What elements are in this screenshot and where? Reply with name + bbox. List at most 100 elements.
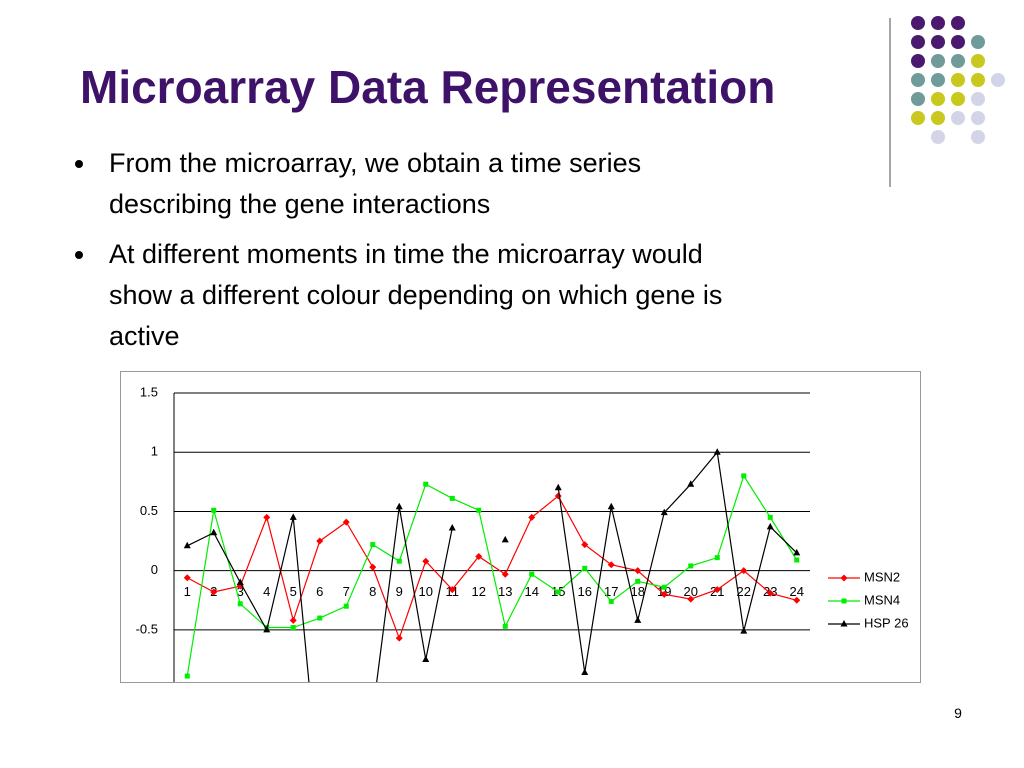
marker	[263, 513, 271, 521]
marker	[607, 502, 615, 510]
dot	[951, 54, 965, 68]
dot	[911, 73, 925, 87]
dot	[931, 16, 945, 30]
marker	[342, 518, 350, 526]
bullet-text: describing the gene interactions	[109, 189, 490, 219]
marker	[501, 535, 509, 543]
x-tick-label: 24	[790, 584, 804, 599]
marker	[343, 603, 349, 609]
marker	[635, 578, 641, 584]
series-line	[186, 495, 797, 640]
marker	[528, 513, 536, 521]
page-number: 9	[954, 705, 962, 721]
marker	[634, 616, 642, 623]
dot	[911, 54, 925, 68]
bullet	[75, 160, 83, 168]
x-tick-label: 1	[184, 584, 191, 599]
marker	[210, 588, 218, 596]
x-tick-label: 14	[525, 584, 539, 599]
x-tick-label: 3	[237, 584, 244, 599]
marker	[687, 480, 695, 487]
bullet	[75, 251, 83, 259]
series-line	[186, 450, 798, 682]
marker	[475, 552, 483, 560]
x-tick-label: 10	[419, 584, 433, 599]
bullet-text: show a different colour depending on whi…	[109, 280, 722, 310]
marker	[184, 673, 190, 679]
x-tick-label: 6	[316, 584, 323, 599]
marker	[395, 634, 403, 642]
marker	[840, 620, 848, 627]
dot	[991, 73, 1005, 87]
marker	[422, 557, 430, 565]
dot	[971, 130, 985, 144]
dot	[951, 73, 965, 87]
slide-title: Microarray Data Representation	[80, 61, 775, 113]
marker	[582, 565, 588, 571]
marker	[449, 495, 455, 501]
marker	[793, 596, 801, 604]
marker	[237, 601, 243, 607]
marker	[660, 508, 668, 516]
marker	[183, 574, 191, 582]
x-tick-label: 4	[263, 584, 270, 599]
x-tick-label: 17	[604, 584, 618, 599]
dot	[971, 73, 985, 87]
marker	[607, 561, 615, 569]
marker	[317, 615, 323, 621]
marker	[210, 528, 218, 536]
dot	[971, 54, 985, 68]
dot	[951, 92, 965, 106]
x-tick-label: 9	[396, 584, 403, 599]
marker	[369, 563, 377, 571]
marker	[794, 557, 800, 563]
marker	[713, 586, 721, 594]
marker	[660, 590, 668, 598]
marker	[841, 598, 847, 604]
marker	[714, 555, 720, 561]
marker	[263, 625, 271, 633]
marker	[554, 483, 562, 491]
marker	[741, 473, 747, 479]
x-tick-label: 20	[684, 584, 698, 599]
x-tick-label: 7	[343, 584, 350, 599]
dot	[931, 130, 945, 144]
marker	[236, 578, 244, 586]
marker	[501, 570, 509, 578]
dot	[911, 16, 925, 30]
x-tick-label: 22	[737, 584, 751, 599]
dot	[951, 16, 965, 30]
y-tick-label: 0	[151, 562, 158, 577]
x-tick-label: 16	[578, 584, 592, 599]
dot	[931, 54, 945, 68]
dot	[911, 35, 925, 49]
marker	[448, 586, 456, 594]
dot	[951, 111, 965, 125]
marker	[290, 625, 296, 631]
marker	[422, 655, 430, 662]
series-line	[186, 474, 798, 677]
y-tick-label: 1	[151, 444, 158, 459]
bullet-text: active	[109, 321, 180, 351]
marker	[661, 584, 667, 590]
marker	[581, 541, 589, 549]
legend-label: MSN2	[864, 569, 900, 584]
marker	[688, 563, 694, 569]
dot	[931, 111, 945, 125]
marker	[211, 507, 217, 513]
bullet-text: From the microarray, we obtain a time se…	[109, 148, 641, 178]
marker	[687, 595, 695, 603]
x-tick-label: 18	[631, 584, 645, 599]
marker	[767, 514, 773, 520]
marker	[396, 558, 402, 564]
marker	[713, 448, 721, 455]
legend-label: MSN4	[864, 592, 900, 607]
marker	[634, 567, 642, 575]
marker	[740, 567, 748, 575]
dot	[971, 111, 985, 125]
x-tick-label: 5	[290, 584, 297, 599]
y-tick-label: 1.5	[140, 384, 158, 399]
marker	[581, 668, 589, 676]
marker	[529, 571, 535, 577]
